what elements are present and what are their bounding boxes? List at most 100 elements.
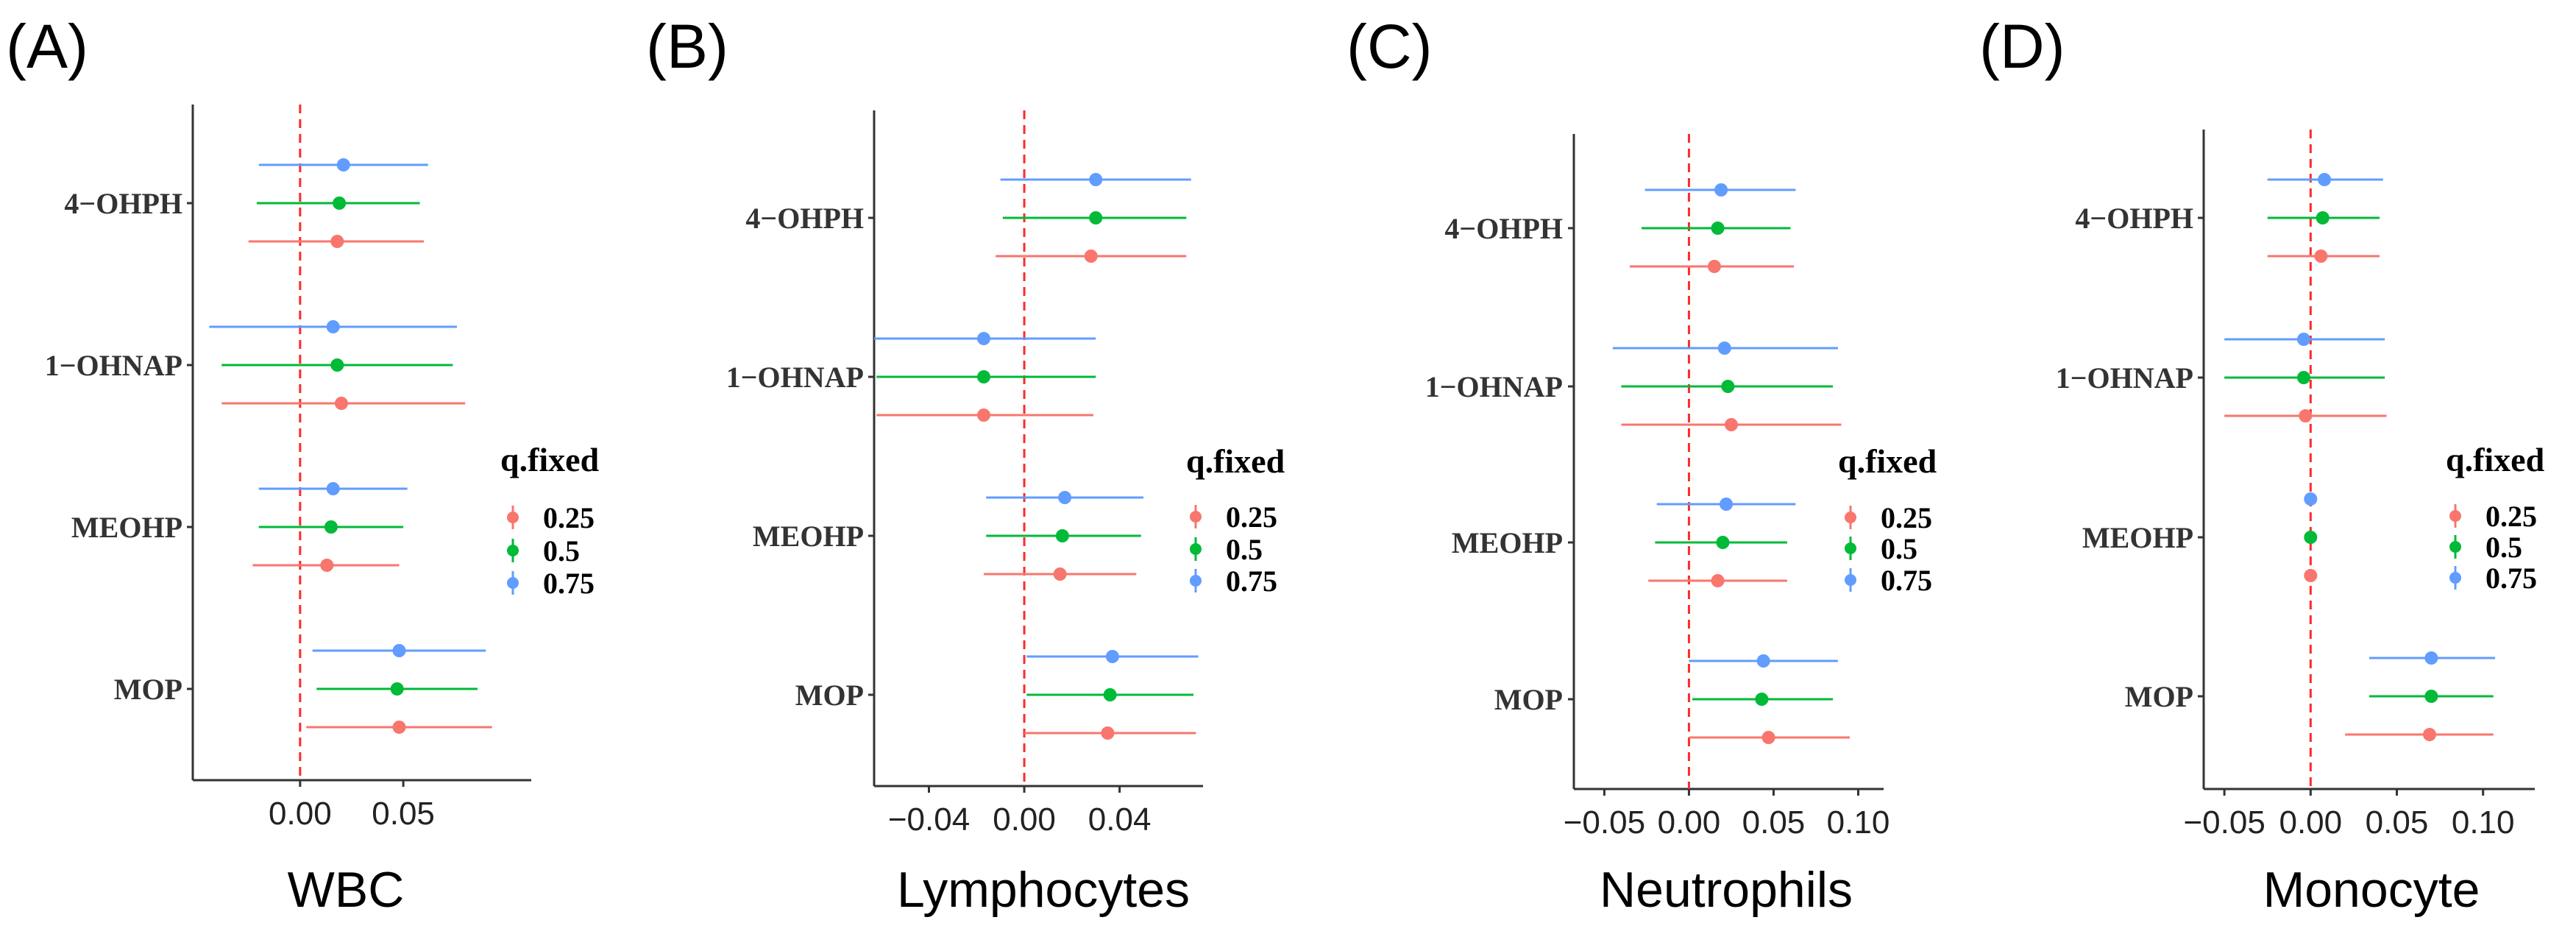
legend-key-dot (507, 545, 519, 556)
legend-title: q.fixed (500, 441, 600, 478)
legend-key (2449, 504, 2461, 528)
point-estimate (390, 682, 404, 696)
point-estimate (1055, 529, 1069, 542)
x-tick-label: 0.04 (1088, 802, 1152, 838)
point-estimate (1761, 731, 1775, 744)
legend-key (507, 506, 519, 529)
point-estimate (1716, 536, 1730, 549)
x-axis-title: Monocyte (2263, 862, 2480, 918)
legend-entry: 0.25 (2485, 500, 2537, 533)
point-estimate (333, 197, 347, 210)
series-q0_75 (874, 173, 1199, 663)
point-estimate (330, 358, 344, 372)
point-estimate (2423, 728, 2437, 741)
legend-entry: 0.5 (1226, 533, 1263, 566)
x-tick-label: 0.10 (2452, 804, 2515, 841)
legend-entry: 0.75 (2485, 562, 2537, 595)
point-estimate (2318, 173, 2332, 186)
point-estimate (1089, 211, 1103, 224)
x-axis-title: Lymphocytes (897, 862, 1190, 918)
series-q0_75 (2224, 173, 2496, 665)
legend-title: q.fixed (1186, 442, 1285, 480)
category-label: MEOHP (753, 520, 864, 553)
x-tick-label: −0.05 (1564, 804, 1645, 841)
point-estimate (392, 644, 406, 657)
panel-c: (C) 4−OHPH 1−OHNAP MEOHP MOP −0.05 0.00 0.05 0.1… (1346, 12, 1937, 918)
point-estimate (977, 408, 990, 422)
legend-entry: 0.75 (543, 567, 595, 600)
legend-key (2449, 535, 2461, 559)
point-estimate (2304, 569, 2318, 582)
legend: q.fixed 0.250.50.75 (500, 441, 600, 600)
point-estimate (1711, 222, 1725, 235)
legend-key (507, 571, 519, 595)
category-label: 1−OHNAP (2056, 361, 2193, 395)
point-estimate (324, 520, 338, 534)
legend-title: q.fixed (1838, 442, 1937, 480)
legend-key (1190, 537, 1202, 561)
legend-key-dot (507, 512, 519, 523)
category-label: 4−OHPH (2075, 202, 2193, 235)
point-estimate (2424, 690, 2438, 703)
point-estimate (1724, 418, 1738, 431)
point-estimate (1053, 567, 1067, 581)
legend-entry: 0.5 (1881, 532, 1917, 565)
point-estimate (1717, 342, 1731, 355)
legend: q.fixed 0.250.50.75 (1838, 442, 1937, 597)
point-estimate (392, 721, 406, 734)
point-estimate (334, 397, 348, 410)
series-q0_75 (1612, 183, 1838, 668)
point-estimate (2304, 492, 2318, 506)
series-q0_5 (221, 197, 478, 696)
series-q0_25 (221, 235, 492, 734)
x-axis-title: Neutrophils (1600, 862, 1853, 918)
point-estimate (1105, 650, 1119, 663)
legend-key-dot (2449, 572, 2461, 584)
category-label: MEOHP (2082, 521, 2193, 554)
series-q0_25 (1621, 260, 1850, 744)
legend-key-dot (507, 577, 519, 589)
legend-key (507, 539, 519, 562)
category-label: 4−OHPH (64, 187, 182, 220)
legend-entry: 0.25 (1226, 500, 1277, 534)
legend-key (1845, 568, 1856, 592)
point-estimate (1755, 693, 1769, 706)
legend-key (1190, 569, 1202, 592)
series-q0_5 (2224, 211, 2494, 703)
x-tick-label: −0.04 (888, 802, 970, 838)
legend: q.fixed 0.250.50.75 (2446, 441, 2545, 595)
point-estimate (1101, 726, 1115, 740)
series-q0_5 (1621, 222, 1833, 706)
legend-key (1190, 505, 1202, 528)
legend-entry: 0.25 (543, 501, 595, 534)
legend-key-dot (1190, 511, 1202, 523)
legend-key (1845, 537, 1856, 560)
series-q0_75 (209, 158, 486, 657)
x-tick-label: 0.05 (2366, 804, 2429, 841)
category-label: MEOHP (1452, 526, 1563, 559)
point-estimate (1089, 173, 1103, 186)
legend-key (2449, 566, 2461, 590)
point-estimate (2316, 211, 2330, 224)
x-tick-label: 0.05 (1742, 804, 1806, 841)
series-q0_25 (876, 250, 1196, 740)
point-estimate (1711, 574, 1725, 587)
legend-entry: 0.5 (2485, 531, 2522, 564)
panel-b: (B) 4−OHPH 1−OHNAP MEOHP MOP −0.04 0.00 0.04 Lym… (646, 12, 1285, 918)
point-estimate (326, 320, 340, 333)
point-estimate (977, 370, 990, 383)
category-label: 1−OHNAP (45, 349, 182, 382)
point-estimate (320, 559, 334, 572)
point-estimate (977, 332, 990, 345)
x-tick-label: 0.00 (1658, 804, 1721, 841)
legend-entry: 0.75 (1881, 564, 1932, 597)
x-tick-label: 0.00 (2279, 804, 2342, 841)
point-estimate (2296, 371, 2310, 384)
x-tick-label: −0.05 (2183, 804, 2265, 841)
point-estimate (1714, 183, 1728, 197)
legend-key-dot (1845, 512, 1856, 523)
legend-key-dot (2449, 510, 2461, 522)
panel-letter: (A) (6, 12, 88, 81)
panel-letter: (C) (1346, 12, 1433, 81)
